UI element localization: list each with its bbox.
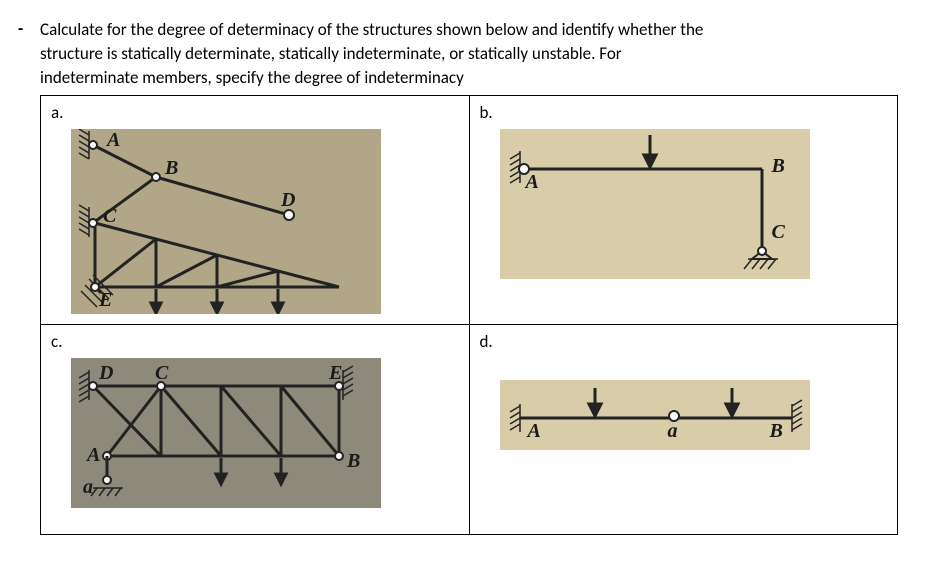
diagram-c: D C E A B a (71, 358, 381, 508)
label-a-D: D (281, 189, 295, 212)
question-line-1: Calculate for the degree of determinacy … (40, 19, 703, 40)
question-line-3: indeterminate members, specify the degre… (40, 67, 464, 88)
question-line-2: structure is statically determinate, sta… (40, 43, 622, 64)
diagram-d: A a B (500, 380, 810, 450)
label-b-B: B (772, 155, 785, 178)
question-block: - Calculate for the degree of determinac… (40, 18, 898, 89)
cell-d-label: d. (480, 331, 888, 352)
label-b-C: C (772, 221, 785, 244)
label-c-E: E (329, 362, 342, 385)
label-a-B: B (165, 157, 178, 180)
cell-d: d. (469, 325, 898, 535)
cell-c-label: c. (51, 331, 459, 352)
bullet-dash: - (18, 18, 23, 39)
cell-a-label: a. (51, 102, 459, 123)
label-c-B: B (347, 450, 360, 473)
beam-d-svg (500, 380, 810, 450)
diagram-b: A B C (500, 129, 810, 279)
label-c-C: C (155, 362, 168, 385)
label-d-a: a (668, 420, 678, 443)
question-text: Calculate for the degree of determinacy … (40, 18, 898, 89)
label-d-A: A (528, 420, 541, 443)
label-a-C: C (103, 205, 116, 228)
structure-grid: a. (40, 95, 898, 535)
label-b-A: A (526, 171, 539, 194)
cell-a: a. (41, 96, 470, 325)
cell-b: b. (469, 96, 898, 325)
cell-c: c. (41, 325, 470, 535)
label-c-A: A (87, 444, 100, 467)
label-c-a: a (83, 476, 93, 499)
diagram-a: A B C D E (71, 129, 381, 314)
label-a-A: A (107, 129, 120, 152)
label-c-D: D (99, 362, 113, 385)
truss-a-svg (71, 129, 381, 314)
label-a-E: E (99, 289, 112, 312)
frame-b-svg (500, 129, 810, 279)
label-d-B: B (770, 420, 783, 443)
cell-b-label: b. (480, 102, 888, 123)
